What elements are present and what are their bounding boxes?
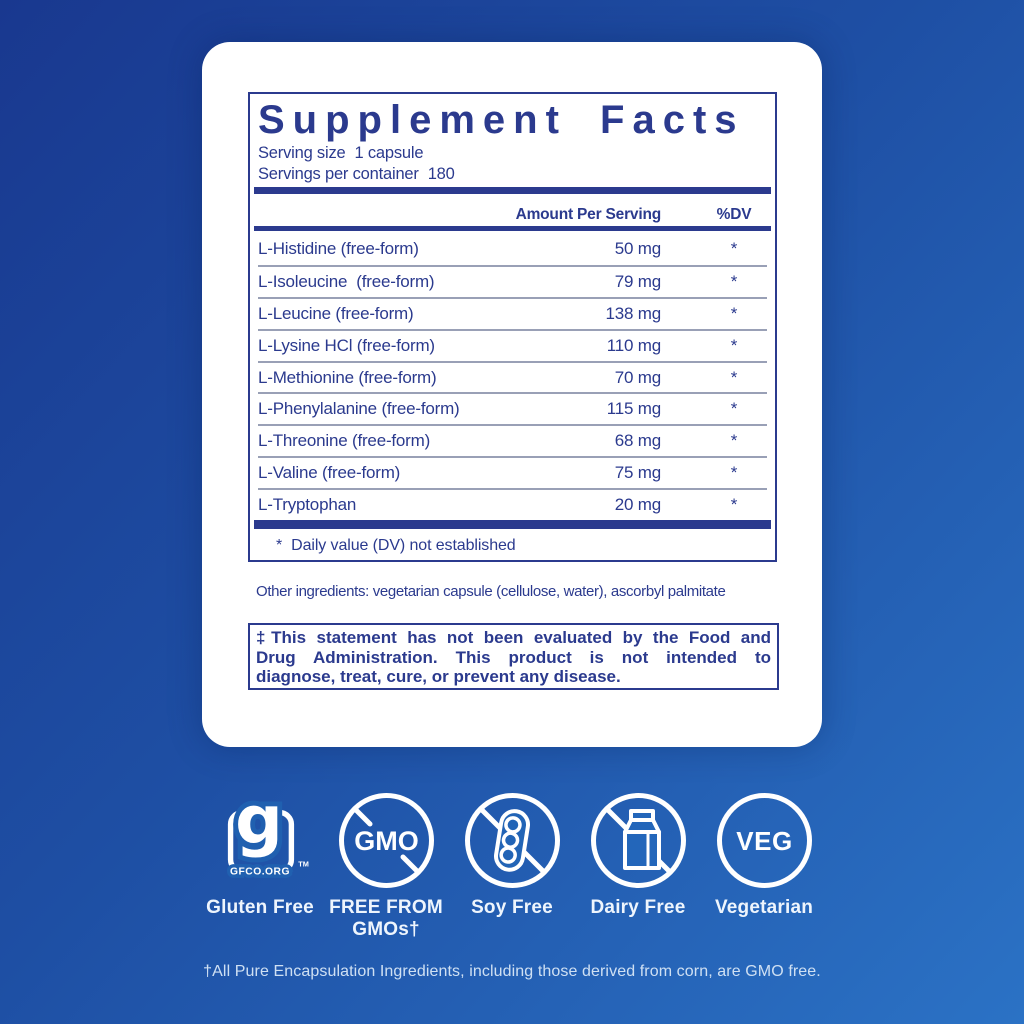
- no-dairy-icon: [590, 790, 686, 890]
- ingredient-amount: 79 mg: [614, 271, 661, 291]
- gfco-gluten-free-logo-icon: g GFCO.ORG TM: [209, 788, 311, 890]
- ingredient-dv: *: [730, 399, 738, 419]
- ingredient-dv: *: [730, 495, 738, 515]
- fda-disclaimer-box: ‡This statement has not been evaluated b…: [248, 623, 779, 690]
- svg-text:VEG: VEG: [736, 826, 792, 856]
- ingredient-name: L-Threonine (free-form): [258, 431, 431, 451]
- table-header-row: Amount Per Serving %DV: [258, 202, 767, 224]
- servings-per-container-line: Servings per container 180: [258, 164, 767, 185]
- table-row: L-Phenylalanine (free-form) 115 mg *: [258, 392, 767, 424]
- ingredient-name: L-Lysine HCl (free-form): [258, 335, 435, 355]
- table-row: L-Lysine HCl (free-form) 110 mg *: [258, 328, 767, 361]
- ingredient-dv: *: [730, 303, 738, 323]
- badge-label: Gluten Free: [206, 897, 314, 918]
- no-gmo-icon: GMO: [338, 790, 434, 890]
- table-row: L-Methionine (free-form) 70 mg *: [258, 360, 767, 393]
- ingredient-dv: *: [730, 335, 738, 355]
- ingredient-amount: 110 mg: [606, 335, 661, 355]
- badge-label: Vegetarian: [714, 897, 814, 918]
- badge-label: Soy Free: [471, 897, 553, 918]
- header-divider-bar: [254, 226, 771, 231]
- label-card: Supplement Facts Serving size 1 capsule S…: [202, 42, 822, 747]
- certification-badges-row: g GFCO.ORG TM Gluten Free GMO FREE FROM …: [0, 788, 1024, 941]
- badge-vegetarian: VEG Vegetarian: [704, 790, 824, 941]
- other-ingredients-text: Other ingredients: vegetarian capsule (c…: [256, 583, 726, 600]
- serving-size-value: 1 capsule: [354, 144, 424, 162]
- table-row: L-Isoleucine (free-form) 79 mg *: [258, 264, 767, 297]
- badge-label: FREE FROM GMOs†: [329, 897, 443, 940]
- ingredient-table: L-Histidine (free-form) 50 mg * L-Isoleu…: [258, 233, 767, 520]
- veg-icon: VEG: [716, 790, 812, 890]
- dv-footnote: * Daily value (DV) not established: [276, 537, 516, 555]
- badge-dairy-free: Dairy Free: [578, 790, 698, 941]
- ingredient-dv: *: [730, 271, 738, 291]
- svg-text:GFCO.ORG: GFCO.ORG: [230, 866, 290, 877]
- ingredient-name: L-Tryptophan: [258, 495, 357, 515]
- table-row: L-Leucine (free-form) 138 mg *: [258, 296, 767, 329]
- badge-gluten-free: g GFCO.ORG TM Gluten Free: [200, 788, 320, 941]
- disclaimer-line: diagnose, treat, cure, or prevent any di…: [256, 667, 621, 686]
- bottom-divider-bar: [254, 520, 771, 530]
- amount-per-serving-header: Amount Per Serving: [515, 206, 662, 223]
- disclaimer-line: ‡This statement has not been evaluated b…: [256, 628, 771, 647]
- ingredient-dv: *: [730, 367, 738, 387]
- percent-dv-header: %DV: [716, 206, 752, 223]
- svg-text:g: g: [235, 788, 283, 859]
- ingredient-amount: 50 mg: [614, 238, 661, 258]
- ingredient-amount: 20 mg: [614, 495, 661, 515]
- ingredient-name: L-Isoleucine (free-form): [258, 271, 435, 291]
- table-row: L-Tryptophan 20 mg *: [258, 488, 767, 520]
- ingredient-name: L-Methionine (free-form): [258, 367, 437, 387]
- no-soy-icon: [464, 790, 560, 890]
- ingredient-name: L-Histidine (free-form): [258, 238, 419, 258]
- svg-text:TM: TM: [298, 859, 309, 868]
- ingredient-name: L-Leucine (free-form): [258, 303, 414, 323]
- supplement-facts-panel: Supplement Facts Serving size 1 capsule S…: [248, 92, 777, 562]
- servings-per-container-value: 180: [427, 165, 455, 183]
- badge-soy-free: Soy Free: [452, 790, 572, 941]
- ingredient-name: L-Valine (free-form): [258, 463, 401, 483]
- gmo-footnote: †All Pure Encapsulation Ingredients, inc…: [203, 963, 821, 980]
- ingredient-amount: 68 mg: [614, 431, 661, 451]
- thick-divider-bar: [254, 187, 771, 194]
- ingredient-dv: *: [730, 238, 738, 258]
- ingredient-dv: *: [730, 463, 738, 483]
- panel-title: Supplement Facts: [258, 98, 745, 142]
- svg-text:GMO: GMO: [354, 826, 419, 856]
- ingredient-amount: 70 mg: [614, 367, 661, 387]
- ingredient-amount: 115 mg: [606, 399, 661, 419]
- table-row: L-Histidine (free-form) 50 mg *: [258, 233, 767, 265]
- servings-per-container-label: Servings per container: [258, 165, 419, 183]
- serving-size-line: Serving size 1 capsule: [258, 143, 767, 164]
- ingredient-amount: 138 mg: [605, 303, 661, 323]
- badge-gmo-free: GMO FREE FROM GMOs†: [326, 790, 446, 941]
- serving-size-label: Serving size: [258, 144, 346, 162]
- ingredient-dv: *: [730, 431, 738, 451]
- table-row: L-Threonine (free-form) 68 mg *: [258, 424, 767, 456]
- ingredient-amount: 75 mg: [614, 463, 661, 483]
- table-row: L-Valine (free-form) 75 mg *: [258, 456, 767, 488]
- badge-label: Dairy Free: [590, 897, 686, 918]
- ingredient-name: L-Phenylalanine (free-form): [258, 399, 460, 419]
- disclaimer-line: Drug Administration. This product is not…: [256, 647, 771, 667]
